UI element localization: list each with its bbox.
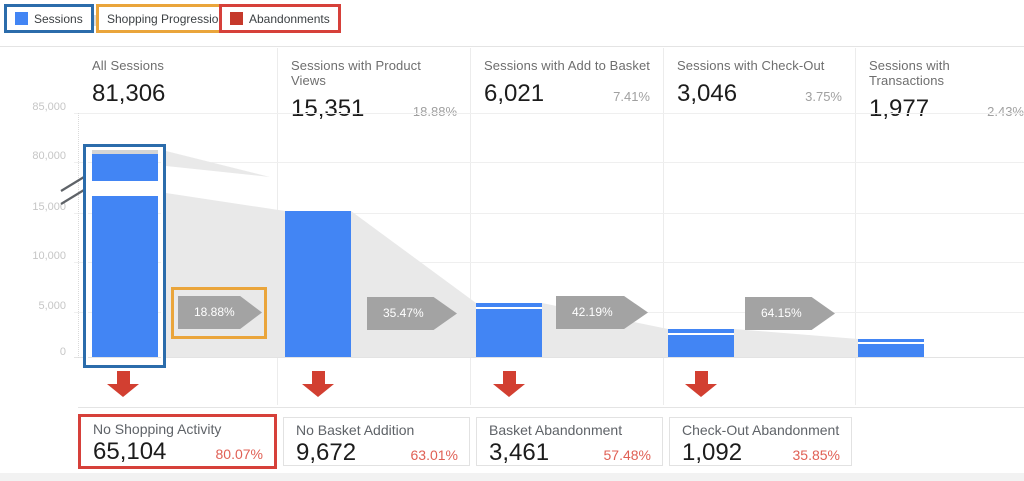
bar-check-out[interactable] [668,329,734,357]
stage-value: 1,977 [869,95,930,122]
y-tick-label: 0 [59,346,66,358]
column-separator [663,48,664,405]
abandonment-value: 1,092 [682,439,743,466]
stage-title: All Sessions [92,58,165,73]
bar-product-views[interactable] [285,211,351,357]
bottom-panel-divider [78,407,1024,408]
bar-stripe [668,333,734,335]
abandonment-title: No Shopping Activity [93,421,222,437]
funnel-wedge-top [166,151,270,177]
axis-break-zigzag-icon [60,176,85,205]
column-separator [277,48,278,405]
stage-value: 15,351 [291,95,365,122]
legend-item-sessions[interactable]: Sessions [4,4,94,33]
stage-value: 3,046 [677,80,738,107]
abandonment-cell-no-shopping-activity: No Shopping Activity 65,104 80.07% [81,417,274,466]
abandonment-arrow-icon [685,371,717,397]
stage-title: Sessions with Add to Basket [484,58,651,73]
highlight-box-no-shopping-activity [78,414,277,469]
y-tick-label: 85,000 [32,101,66,113]
y-axis-line [78,113,79,358]
bar-transactions[interactable] [858,339,924,357]
stage-title: Sessions with Product Views [291,58,421,88]
stage-header-product-views: Sessions with Product Views 15,351 18.88… [277,52,470,122]
gridline-10000 [74,262,1024,263]
stage-header-check-out: Sessions with Check-Out 3,046 3.75% [663,52,855,112]
gridline-15000 [74,213,1024,214]
abandonment-title: Check-Out Abandonment [682,422,840,438]
highlight-box-progression-badge [171,287,267,339]
abandonment-cell-basket-abandonment: Basket Abandonment 3,461 57.48% [476,417,663,466]
abandonment-cell-check-out-abandonment: Check-Out Abandonment 1,092 35.85% [669,417,852,466]
y-tick-label: 5,000 [38,300,66,312]
stage-value: 81,306 [92,80,166,107]
stage-header-add-to-basket: Sessions with Add to Basket 6,021 7.41% [470,52,663,112]
axis-break-band [87,181,164,196]
abandonment-title: Basket Abandonment [489,422,623,438]
gridline-85000 [74,113,1024,114]
progression-badge-3: 42.19% [556,296,648,329]
y-tick-label: 10,000 [32,250,66,262]
abandonment-arrow-icon [107,371,139,397]
abandonment-percent: 80.07% [215,446,263,462]
column-separator [855,48,856,405]
abandonment-title: No Basket Addition [296,422,415,438]
stage-title: Sessions with Transactions [869,58,950,88]
footer-strip [0,473,1024,481]
progression-badge-4: 64.15% [745,297,835,330]
stage-value: 6,021 [484,80,545,107]
bar-add-to-basket[interactable] [476,303,542,357]
bar-stripe [858,342,924,344]
abandonment-cell-no-basket-addition: No Basket Addition 9,672 63.01% [283,417,470,466]
bar-stripe [476,307,542,309]
stage-percent: 2.43% [987,104,1024,119]
gridline-80000 [74,162,1024,163]
highlight-box-sessions-bar [83,144,166,368]
stage-percent: 3.75% [805,89,842,104]
header-divider [0,46,1024,47]
legend-item-shopping-progression[interactable]: Shopping Progression [96,4,237,33]
abandonment-percent: 63.01% [410,447,458,463]
progression-badge-2: 35.47% [367,297,457,330]
abandonment-value: 65,104 [93,438,167,465]
abandonment-value: 9,672 [296,439,357,466]
abandonment-arrow-icon [302,371,334,397]
abandonment-arrow-icon [493,371,525,397]
abandonments-color-swatch-icon [230,12,243,25]
abandonment-percent: 57.48% [603,447,651,463]
legend-abandonments-label: Abandonments [249,11,330,26]
abandonment-percent: 35.85% [792,447,840,463]
y-tick-label: 15,000 [32,201,66,213]
legend-item-abandonments[interactable]: Abandonments [219,4,341,33]
sessions-color-swatch-icon [15,12,28,25]
abandonment-value: 3,461 [489,439,550,466]
bar-all-sessions-cap [92,150,158,154]
stage-header-transactions: Sessions with Transactions 1,977 2.43% [855,52,1024,122]
stage-title: Sessions with Check-Out [677,58,825,73]
column-separator [470,48,471,405]
gridline-0 [74,357,1024,358]
stage-header-all-sessions: All Sessions 81,306 [78,52,277,112]
stage-percent: 7.41% [613,89,650,104]
legend-sessions-label: Sessions [34,11,83,26]
y-tick-label: 80,000 [32,150,66,162]
legend-progression-label: Shopping Progression [107,11,226,26]
stage-percent: 18.88% [412,104,457,119]
